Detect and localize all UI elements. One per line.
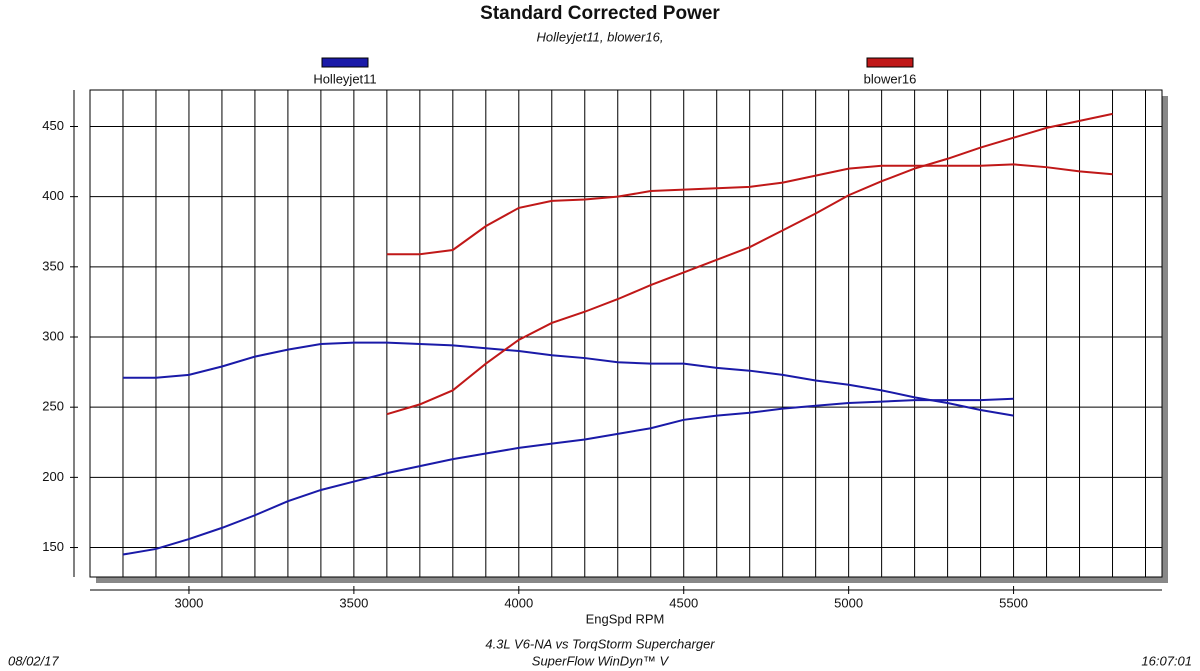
x-tick-label: 5500 [999,595,1028,610]
footer-line: SuperFlow WinDyn™ V [532,653,670,668]
series-line [386,112,1113,416]
y-tick-label: 150 [42,539,64,554]
x-tick-label: 5000 [834,595,863,610]
time: 16:07:01 [1141,653,1192,668]
chart-title: Standard Corrected Power [480,3,720,24]
legend-label: blower16 [864,71,917,86]
x-axis-label: EngSpd RPM [586,611,665,626]
series-line [386,163,1113,256]
footer-line: 4.3L V6-NA vs TorqStorm Supercharger [485,636,715,651]
series-line [122,397,1014,556]
y-tick-label: 300 [42,328,64,343]
y-tick-label: 350 [42,258,64,273]
plot-area [89,89,1163,578]
date: 08/02/17 [8,653,59,668]
y-tick-label: 200 [42,469,64,484]
y-tick-label: 250 [42,399,64,414]
y-tick-label: 400 [42,188,64,203]
chart-subtitle: Holleyjet11, blower16, [537,29,664,44]
x-tick-label: 4500 [669,595,698,610]
x-tick-label: 4000 [504,595,533,610]
y-tick-label: 450 [42,118,64,133]
legend-label: Holleyjet11 [313,71,376,86]
x-tick-label: 3000 [174,595,203,610]
x-tick-label: 3500 [339,595,368,610]
series-line [122,341,1014,417]
legend-swatch [321,57,369,68]
legend-swatch [866,57,914,68]
